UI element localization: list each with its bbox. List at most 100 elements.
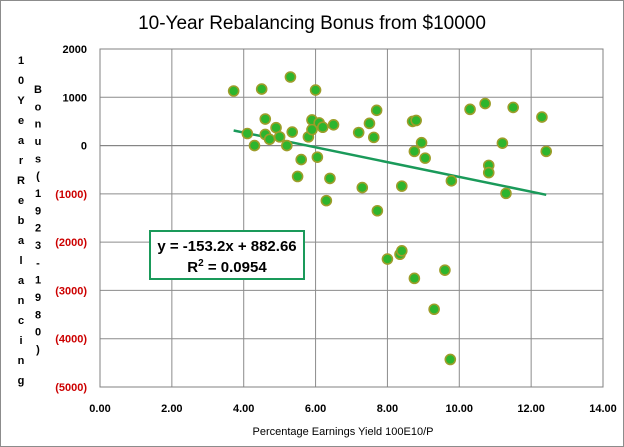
- data-point: [419, 152, 431, 164]
- data-point: [415, 136, 428, 149]
- y-label-left-char: 1: [18, 55, 24, 67]
- y-label-right-char: (: [36, 171, 40, 183]
- data-point: [255, 83, 268, 95]
- data-point: [248, 139, 261, 152]
- data-point: [464, 103, 476, 116]
- plot-area-border: [99, 48, 604, 388]
- data-point: [439, 264, 451, 276]
- axes: [99, 48, 604, 388]
- data-point: [227, 85, 240, 97]
- data-point: [320, 194, 333, 207]
- y-label-right-char: ): [36, 344, 40, 356]
- r-squared-prefix: R: [187, 259, 198, 276]
- x-tick-label: 8.00: [377, 403, 398, 415]
- data-point: [482, 166, 495, 179]
- y-label-right-char: 1: [35, 188, 41, 200]
- y-label-left-char: a: [18, 275, 25, 287]
- x-axis-label: Percentage Earnings Yield 100E10/P: [252, 426, 433, 438]
- r-squared-label: R2 = 0.0954: [187, 258, 267, 276]
- data-point: [370, 104, 383, 117]
- annotation-box: [149, 230, 305, 280]
- y-label-left-char: i: [19, 335, 22, 347]
- y-label-left-char: n: [18, 355, 25, 367]
- data-point: [410, 114, 422, 127]
- y-label-left-char: g: [18, 375, 25, 387]
- y-label-right-char: B: [34, 84, 42, 96]
- y-tick-labels: 2000 1000 0 (1000) (2000) (3000) (4000) (5000): [55, 44, 87, 394]
- y-label-right-char: -: [36, 257, 40, 269]
- data-point: [444, 353, 457, 366]
- y-label-right-char: u: [35, 136, 42, 148]
- y-tick-label: 2000: [63, 44, 87, 56]
- y-label-left-char: b: [18, 215, 25, 227]
- regression-annotation: y = -153.2x + 882.66 R2 = 0.0954: [149, 230, 305, 280]
- data-point: [327, 119, 340, 131]
- y-label-right-char: 3: [35, 240, 41, 252]
- data-point: [500, 187, 512, 200]
- data-point: [367, 131, 380, 144]
- data-point: [273, 131, 286, 143]
- y-label-right-char: 8: [35, 309, 41, 321]
- data-point: [381, 253, 394, 265]
- y-label-left-char: n: [18, 295, 25, 307]
- y-tick-label: 0: [81, 141, 87, 153]
- y-label-left-char: 0: [18, 75, 24, 87]
- y-label-right-char: 1: [35, 275, 41, 287]
- data-point: [281, 139, 293, 152]
- regression-equation: y = -153.2x + 882.66: [157, 238, 296, 255]
- y-label-left-char: Y: [17, 95, 25, 107]
- y-tick-label: (2000): [55, 237, 87, 249]
- x-tick-label: 12.00: [517, 403, 545, 415]
- data-point: [306, 123, 318, 136]
- data-point: [295, 153, 308, 166]
- y-label-right-char: 2: [35, 223, 41, 235]
- y-label-right-char: 9: [35, 292, 41, 304]
- y-tick-label: (1000): [55, 189, 87, 201]
- data-point: [259, 113, 272, 125]
- data-point: [507, 101, 519, 114]
- y-label-left-char: a: [18, 135, 25, 147]
- y-label-right-char: s: [35, 153, 41, 165]
- r-squared-superscript: 2: [198, 258, 204, 269]
- data-point: [536, 111, 548, 123]
- data-point: [408, 145, 421, 158]
- data-point: [316, 121, 329, 134]
- data-point: [352, 126, 365, 139]
- y-label-right-char: o: [35, 101, 42, 113]
- data-points: [227, 71, 553, 366]
- x-tick-label: 4.00: [233, 403, 254, 415]
- y-label-right-char: 0: [35, 327, 41, 339]
- data-point: [363, 117, 376, 130]
- y-label-left-char: c: [18, 315, 24, 327]
- data-point: [291, 170, 304, 183]
- data-point: [428, 303, 440, 316]
- y-label-left-char: a: [18, 235, 25, 247]
- data-point: [371, 204, 384, 217]
- gridlines: [99, 48, 604, 388]
- data-point: [286, 126, 299, 138]
- y-axis-label-right: Bonus (1 9 2 3 - 1 9 8 0): [34, 84, 42, 356]
- y-label-left-char: e: [18, 115, 24, 127]
- y-label-left-char: l: [19, 255, 22, 267]
- x-tick-label: 10.00: [446, 403, 474, 415]
- data-point: [408, 272, 421, 285]
- x-tick-label: 14.00: [589, 403, 617, 415]
- data-point: [324, 172, 336, 185]
- y-label-right-char: 9: [35, 205, 41, 217]
- y-label-left-char: e: [18, 195, 24, 207]
- y-tick-label: (3000): [55, 285, 87, 297]
- data-point: [309, 84, 322, 96]
- data-point: [395, 245, 408, 257]
- x-tick-label: 6.00: [305, 403, 326, 415]
- data-point: [241, 127, 254, 140]
- x-tick-label: 0.00: [89, 403, 110, 415]
- y-label-left-char: r: [19, 155, 24, 167]
- data-point: [263, 133, 276, 146]
- y-tick-label: 1000: [63, 92, 87, 104]
- data-point: [445, 175, 458, 187]
- y-label-left-char: R: [17, 175, 25, 187]
- x-tick-labels: 0.00 2.00 4.00 6.00 8.00 10.00 12.00 14.00: [89, 403, 616, 415]
